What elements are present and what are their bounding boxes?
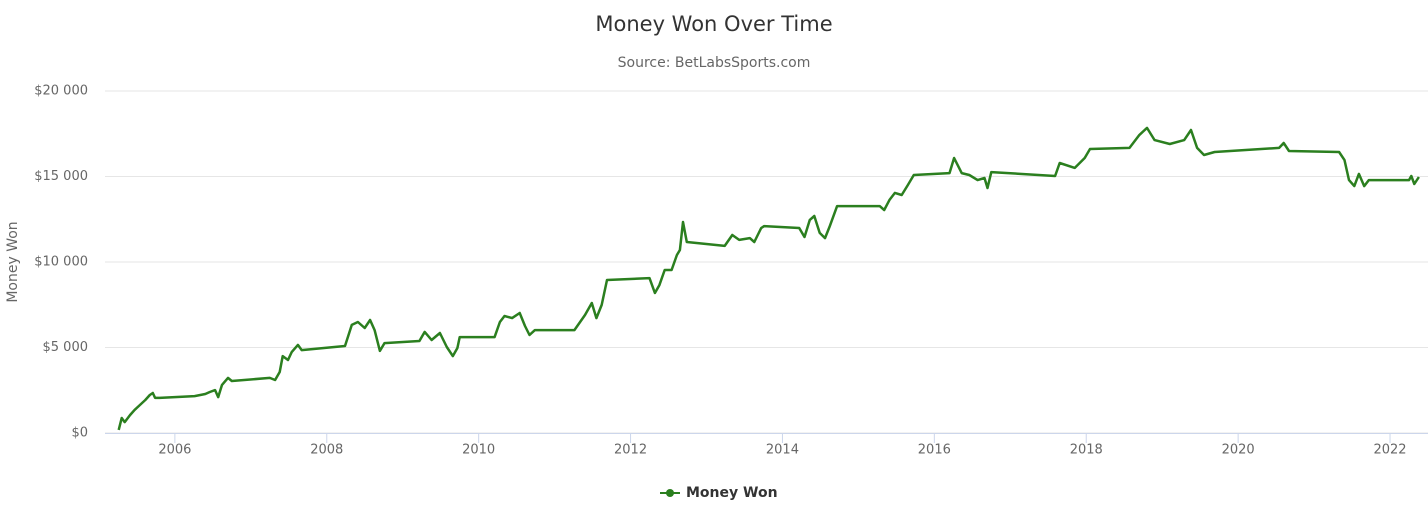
x-tick-label: 2018 (1070, 443, 1103, 458)
data-line (117, 126, 1420, 431)
x-tick-label: 2014 (766, 443, 799, 458)
x-tick-label: 2020 (1222, 443, 1255, 458)
y-tick-label: $20 000 (34, 84, 88, 99)
legend-item[interactable]: Money Won (686, 485, 778, 501)
y-tick-label: $10 000 (34, 255, 88, 270)
chart-subtitle: Source: BetLabsSports.com (618, 55, 811, 71)
x-tick-label: 2022 (1373, 443, 1406, 458)
x-tick-label: 2006 (158, 443, 191, 458)
y-tick-label: $15 000 (34, 169, 88, 184)
x-tick-label: 2010 (462, 443, 495, 458)
x-tick-label: 2008 (310, 443, 343, 458)
chart-title: Money Won Over Time (595, 12, 832, 36)
y-tick-label: $5 000 (43, 340, 89, 355)
y-tick-label: $0 (71, 426, 88, 441)
x-tick-label: 2016 (918, 443, 951, 458)
x-tick-label: 2012 (614, 443, 647, 458)
y-axis-label: Money Won (5, 221, 21, 302)
legend-symbol (666, 489, 674, 497)
